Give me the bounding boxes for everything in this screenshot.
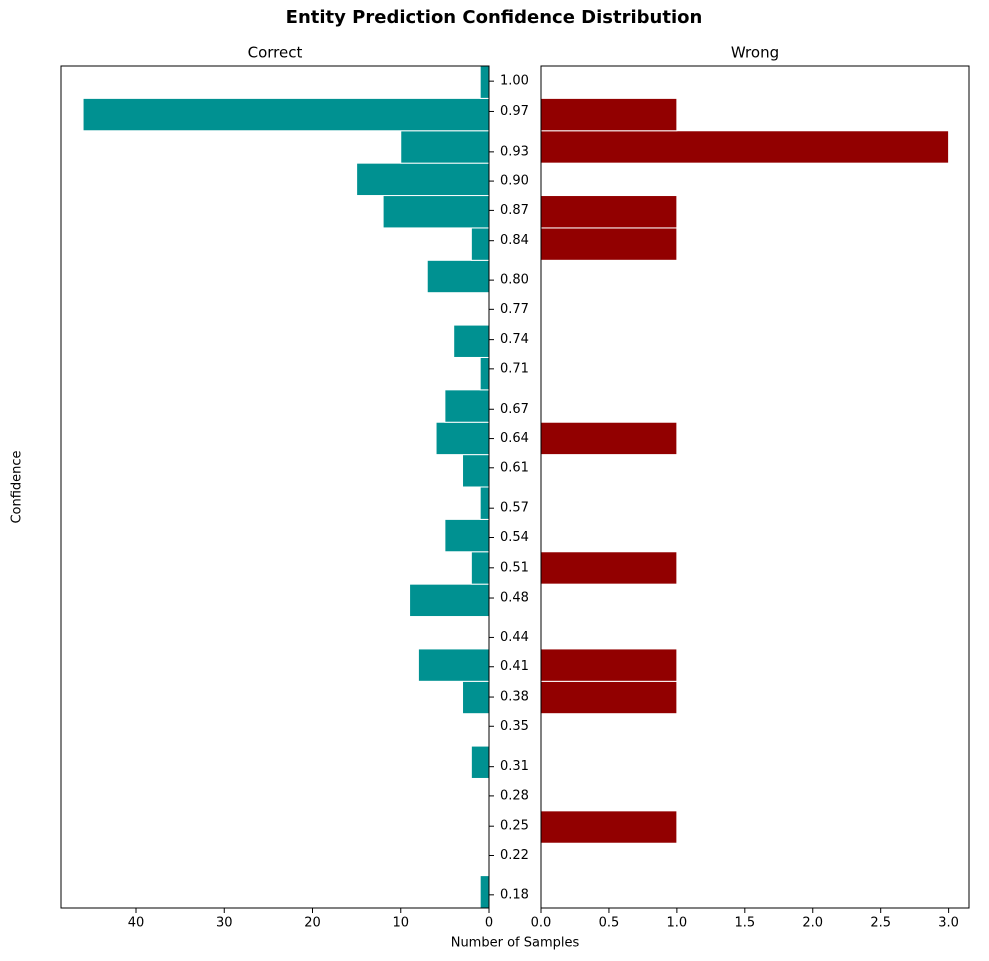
x-tick-label: 30 xyxy=(216,916,233,931)
bar xyxy=(356,162,490,197)
x-tick-label: 2.5 xyxy=(870,916,891,931)
y-tick-label: 0.80 xyxy=(500,273,529,288)
y-tick-label: 0.71 xyxy=(500,361,529,376)
x-tick-label: 2.0 xyxy=(802,916,823,931)
bar xyxy=(479,65,490,99)
bar xyxy=(470,745,490,779)
bar xyxy=(426,259,490,294)
bar xyxy=(453,324,490,358)
bar xyxy=(479,486,490,520)
y-tick-label: 0.67 xyxy=(500,402,529,417)
x-tick-label: 0.5 xyxy=(599,916,620,931)
y-tick-label: 0.18 xyxy=(500,887,529,902)
bar xyxy=(462,454,490,488)
y-tick-label: 0.35 xyxy=(500,719,529,734)
y-tick-label: 0.51 xyxy=(500,560,529,575)
x-tick-label: 40 xyxy=(128,916,145,931)
bar xyxy=(540,648,678,682)
panel-title: Wrong xyxy=(731,44,779,62)
bar xyxy=(540,421,678,456)
bar xyxy=(382,195,490,229)
x-tick-label: 10 xyxy=(392,916,409,931)
bar xyxy=(479,356,490,391)
y-tick-label: 0.44 xyxy=(500,630,529,645)
y-tick-label: 0.28 xyxy=(500,788,529,803)
y-tick-label: 0.61 xyxy=(500,460,529,475)
y-tick-label: 0.57 xyxy=(500,501,529,516)
x-tick-label: 1.0 xyxy=(667,916,688,931)
y-tick-label: 0.97 xyxy=(500,104,529,119)
y-tick-label: 0.74 xyxy=(500,332,529,347)
x-axis-label: Number of Samples xyxy=(451,936,580,951)
y-tick-label: 0.22 xyxy=(500,848,529,863)
y-tick-label: 0.48 xyxy=(500,591,529,606)
y-tick-label: 0.87 xyxy=(500,203,529,218)
bar xyxy=(470,227,490,261)
bar xyxy=(540,551,678,585)
bar xyxy=(470,551,490,585)
bar xyxy=(540,810,678,844)
bar xyxy=(462,680,490,715)
bar xyxy=(417,648,490,682)
bar xyxy=(435,421,490,456)
y-tick-label: 0.90 xyxy=(500,174,529,189)
axes-frame xyxy=(60,65,490,909)
bar xyxy=(409,583,490,618)
bar xyxy=(479,875,490,909)
y-tick-label: 0.41 xyxy=(500,659,529,674)
y-tick-label: 0.54 xyxy=(500,530,529,545)
x-tick-label: 1.5 xyxy=(734,916,755,931)
bar xyxy=(400,130,490,164)
y-tick-label: 0.93 xyxy=(500,144,529,159)
bar xyxy=(540,195,678,229)
y-tick-label: 0.31 xyxy=(500,759,529,774)
x-tick-label: 0 xyxy=(485,916,493,931)
y-tick-label: 0.84 xyxy=(500,233,529,248)
bar xyxy=(540,680,678,715)
chart-title: Entity Prediction Confidence Distributio… xyxy=(286,7,703,28)
bar xyxy=(444,389,490,423)
axes-frame xyxy=(540,65,970,909)
y-tick-label: 0.64 xyxy=(500,431,529,446)
panel-title: Correct xyxy=(248,44,303,62)
x-tick-label: 3.0 xyxy=(938,916,959,931)
y-tick-label: 0.38 xyxy=(500,690,529,705)
bar xyxy=(540,227,678,261)
y-tick-label: 0.25 xyxy=(500,819,529,834)
y-tick-label: 0.77 xyxy=(500,302,529,317)
bar xyxy=(540,97,678,132)
x-tick-label: 0.0 xyxy=(531,916,552,931)
x-tick-label: 20 xyxy=(304,916,321,931)
bar xyxy=(444,518,490,553)
y-axis-label: Confidence xyxy=(10,450,25,523)
y-tick-label: 1.00 xyxy=(500,74,529,89)
bar xyxy=(82,97,490,132)
bar xyxy=(540,130,950,164)
